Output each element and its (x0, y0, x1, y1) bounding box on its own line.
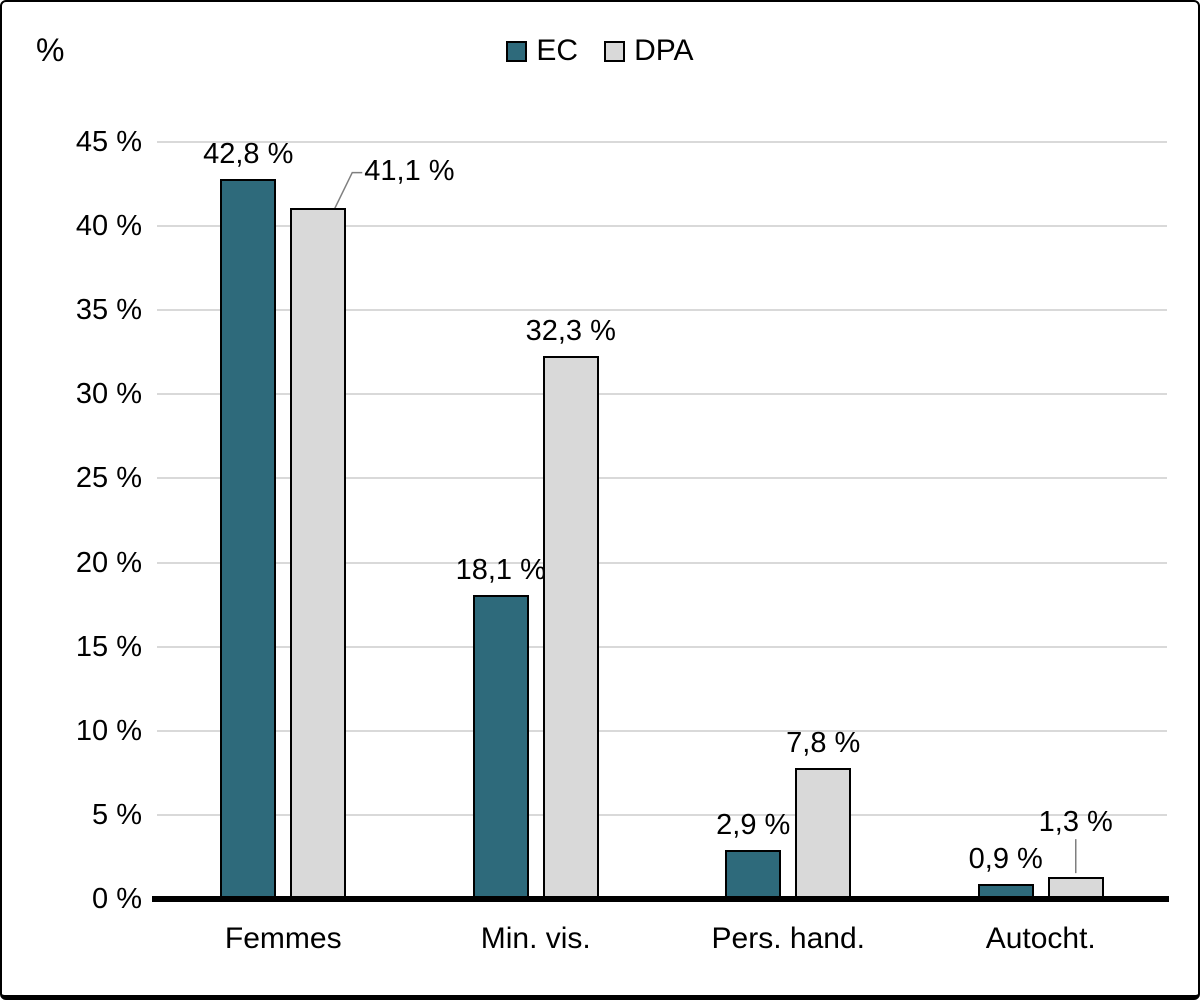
gridline (157, 393, 1167, 396)
y-tick-label: 25 % (75, 462, 142, 495)
bar-EC-Pers. hand. (725, 850, 782, 899)
y-tick-label: 40 % (75, 210, 142, 243)
x-axis-line (152, 896, 1169, 902)
data-label-DPA-Femmes: 41,1 % (364, 154, 455, 187)
x-tick-label: Femmes (224, 922, 342, 955)
x-tick-label: Autocht. (985, 922, 1096, 955)
legend-item-DPA: DPA (604, 34, 694, 68)
gridline (157, 477, 1167, 480)
y-tick-label: 5 % (92, 798, 142, 831)
gridline (157, 561, 1167, 564)
y-tick-label: 30 % (75, 378, 142, 411)
x-tick-label: Pers. hand. (711, 922, 865, 955)
bar-EC-Femmes (220, 179, 277, 899)
y-tick-label: 35 % (75, 294, 142, 327)
data-label-DPA-Autocht.: 1,3 % (1038, 806, 1113, 839)
legend-label-EC: EC (536, 34, 579, 67)
gridline (157, 813, 1167, 816)
gridline (157, 141, 1167, 143)
gridline (157, 309, 1167, 312)
x-tick-label: Min. vis. (480, 922, 591, 955)
bar-DPA-Femmes (290, 207, 347, 899)
gridline (157, 645, 1167, 648)
data-label-DPA-Pers. hand.: 7,8 % (786, 726, 861, 759)
data-label-EC-Pers. hand.: 2,9 % (716, 809, 791, 842)
y-tick-label: 10 % (75, 714, 142, 747)
y-axis-title: % (36, 32, 65, 68)
gridline (157, 729, 1167, 732)
data-label-EC-Femmes: 42,8 % (203, 138, 294, 170)
data-label-EC-Min. vis.: 18,1 % (455, 553, 546, 586)
bar-DPA-Min. vis. (542, 355, 599, 899)
y-tick-label: 15 % (75, 630, 142, 663)
y-tick-label: 20 % (75, 546, 142, 579)
legend-item-EC: EC (506, 34, 578, 68)
legend-swatch-EC (506, 40, 528, 62)
data-label-DPA-Min. vis.: 32,3 % (525, 314, 616, 347)
gridline (157, 225, 1167, 228)
legend-label-DPA: DPA (634, 34, 694, 67)
bar-EC-Min. vis. (472, 594, 529, 899)
y-tick-label: 0 % (92, 883, 142, 915)
legend: EC DPA (2, 34, 1198, 68)
y-tick-label: 45 % (75, 126, 142, 158)
data-label-EC-Autocht.: 0,9 % (968, 842, 1043, 875)
legend-swatch-DPA (604, 40, 626, 62)
bar-DPA-Pers. hand. (795, 767, 852, 899)
